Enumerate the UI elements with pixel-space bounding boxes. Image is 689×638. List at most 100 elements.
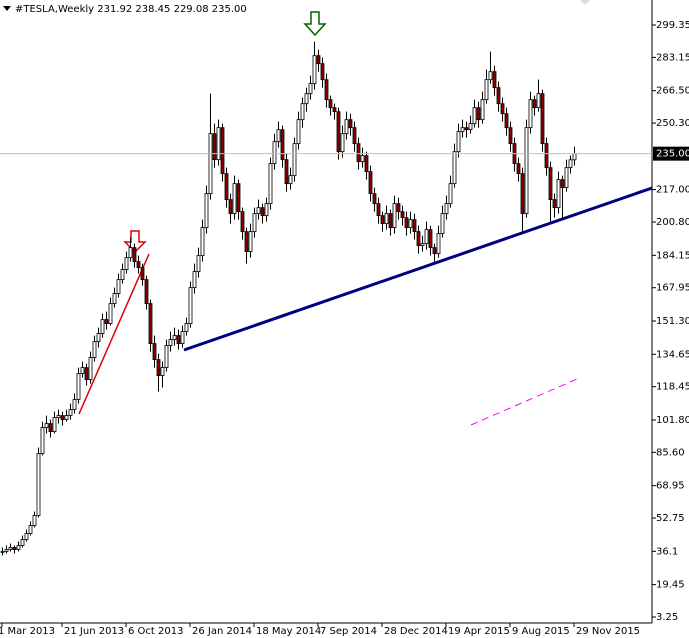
candle-body (312, 55, 317, 85)
menu-triangle[interactable] (3, 6, 11, 11)
candle-body (176, 335, 181, 344)
x-tick-label: 29 Nov 2015 (576, 626, 640, 637)
candle-body (472, 107, 477, 125)
y-tick-label: 184.15 (656, 250, 689, 261)
candle-body (384, 213, 389, 225)
candle-body (196, 255, 201, 273)
candle-body (284, 159, 289, 185)
candle-body (552, 199, 557, 209)
candle-body (180, 331, 185, 344)
candle-body (68, 409, 73, 416)
candle-body (308, 83, 313, 95)
candle-body (328, 99, 333, 109)
candle-body (540, 93, 545, 145)
candle-body (84, 367, 89, 380)
candle-body (556, 179, 561, 209)
candle-body (348, 119, 353, 129)
candle-body (264, 203, 269, 217)
candle-body (192, 271, 197, 289)
candle-body (476, 107, 481, 121)
candle-body (376, 203, 381, 217)
candle-body (80, 367, 85, 374)
y-tick-label: 52.75 (656, 513, 685, 524)
candle-body (492, 71, 497, 89)
candle-body (444, 203, 449, 215)
candle-body (172, 335, 177, 340)
shift-marker (580, 0, 590, 5)
candle-body (32, 515, 37, 526)
y-tick-label: 19.45 (656, 580, 685, 591)
y-tick-label: 3.25 (656, 612, 678, 623)
candle-body (560, 179, 565, 189)
candle-body (564, 167, 569, 189)
top-arrow (303, 11, 327, 37)
chart-title: #TESLA,Weekly 231.92 238.45 229.08 235.0… (15, 4, 247, 15)
candle-body (488, 71, 493, 81)
dashed-line (470, 378, 578, 426)
candle-body (304, 93, 309, 105)
candle-body (128, 247, 133, 259)
candle-body (436, 233, 441, 255)
candle-body (220, 127, 225, 175)
candle-body (420, 243, 425, 247)
candle-body (428, 229, 433, 249)
candle-body (120, 269, 125, 281)
candle-body (24, 533, 29, 540)
candle-body (400, 211, 405, 219)
candle-body (240, 211, 245, 233)
candle-body (524, 127, 529, 215)
candle-body (204, 193, 209, 229)
last-price-label: 235.00 (656, 149, 689, 160)
candle-body (296, 119, 301, 145)
candle-body (20, 539, 25, 546)
candle-body (208, 133, 213, 195)
candle-body (156, 359, 161, 376)
candle-body (88, 357, 93, 380)
candle-body (520, 173, 525, 215)
y-tick-label: 200.80 (656, 217, 689, 228)
candle-body (116, 279, 121, 295)
candle-body (168, 339, 173, 346)
x-tick-label: 6 Oct 2013 (128, 626, 183, 637)
candle-body (152, 343, 157, 360)
y-tick-label: 299.35 (656, 20, 689, 31)
y-tick-label: 36.1 (656, 546, 678, 557)
candle-body (432, 247, 437, 255)
candle-body (364, 155, 369, 173)
candle-body (440, 213, 445, 235)
candle-body (188, 287, 193, 324)
candle-body (416, 231, 421, 247)
candle-body (232, 183, 237, 215)
candle-body (468, 123, 473, 131)
candle-body (456, 131, 461, 153)
candle-body (344, 119, 349, 135)
candle-body (352, 127, 357, 145)
candle-body (140, 267, 145, 281)
candle-body (4, 549, 9, 552)
candle-body (480, 99, 485, 121)
candle-body (340, 133, 345, 153)
candle-body (532, 99, 537, 109)
y-tick-label: 250.30 (656, 118, 689, 129)
candle-body (424, 229, 429, 245)
candle-body (396, 203, 401, 213)
trend-line-red (78, 253, 150, 415)
candle-body (324, 79, 329, 101)
y-tick-label: 283.15 (656, 52, 689, 63)
candle-body (568, 159, 573, 169)
candle-body (412, 219, 417, 233)
candle-body (96, 333, 101, 342)
candle-body (160, 367, 165, 376)
candle-body (216, 127, 221, 161)
candle-body (500, 103, 505, 115)
candle-body (260, 207, 265, 217)
x-tick-label: 26 Jan 2014 (192, 626, 252, 637)
candle-body (320, 63, 325, 81)
y-tick-label: 151.30 (656, 316, 689, 327)
candle-body (60, 415, 65, 420)
candle-body (236, 183, 241, 213)
candle-body (248, 231, 253, 253)
y-tick-label: 167.95 (656, 283, 689, 294)
